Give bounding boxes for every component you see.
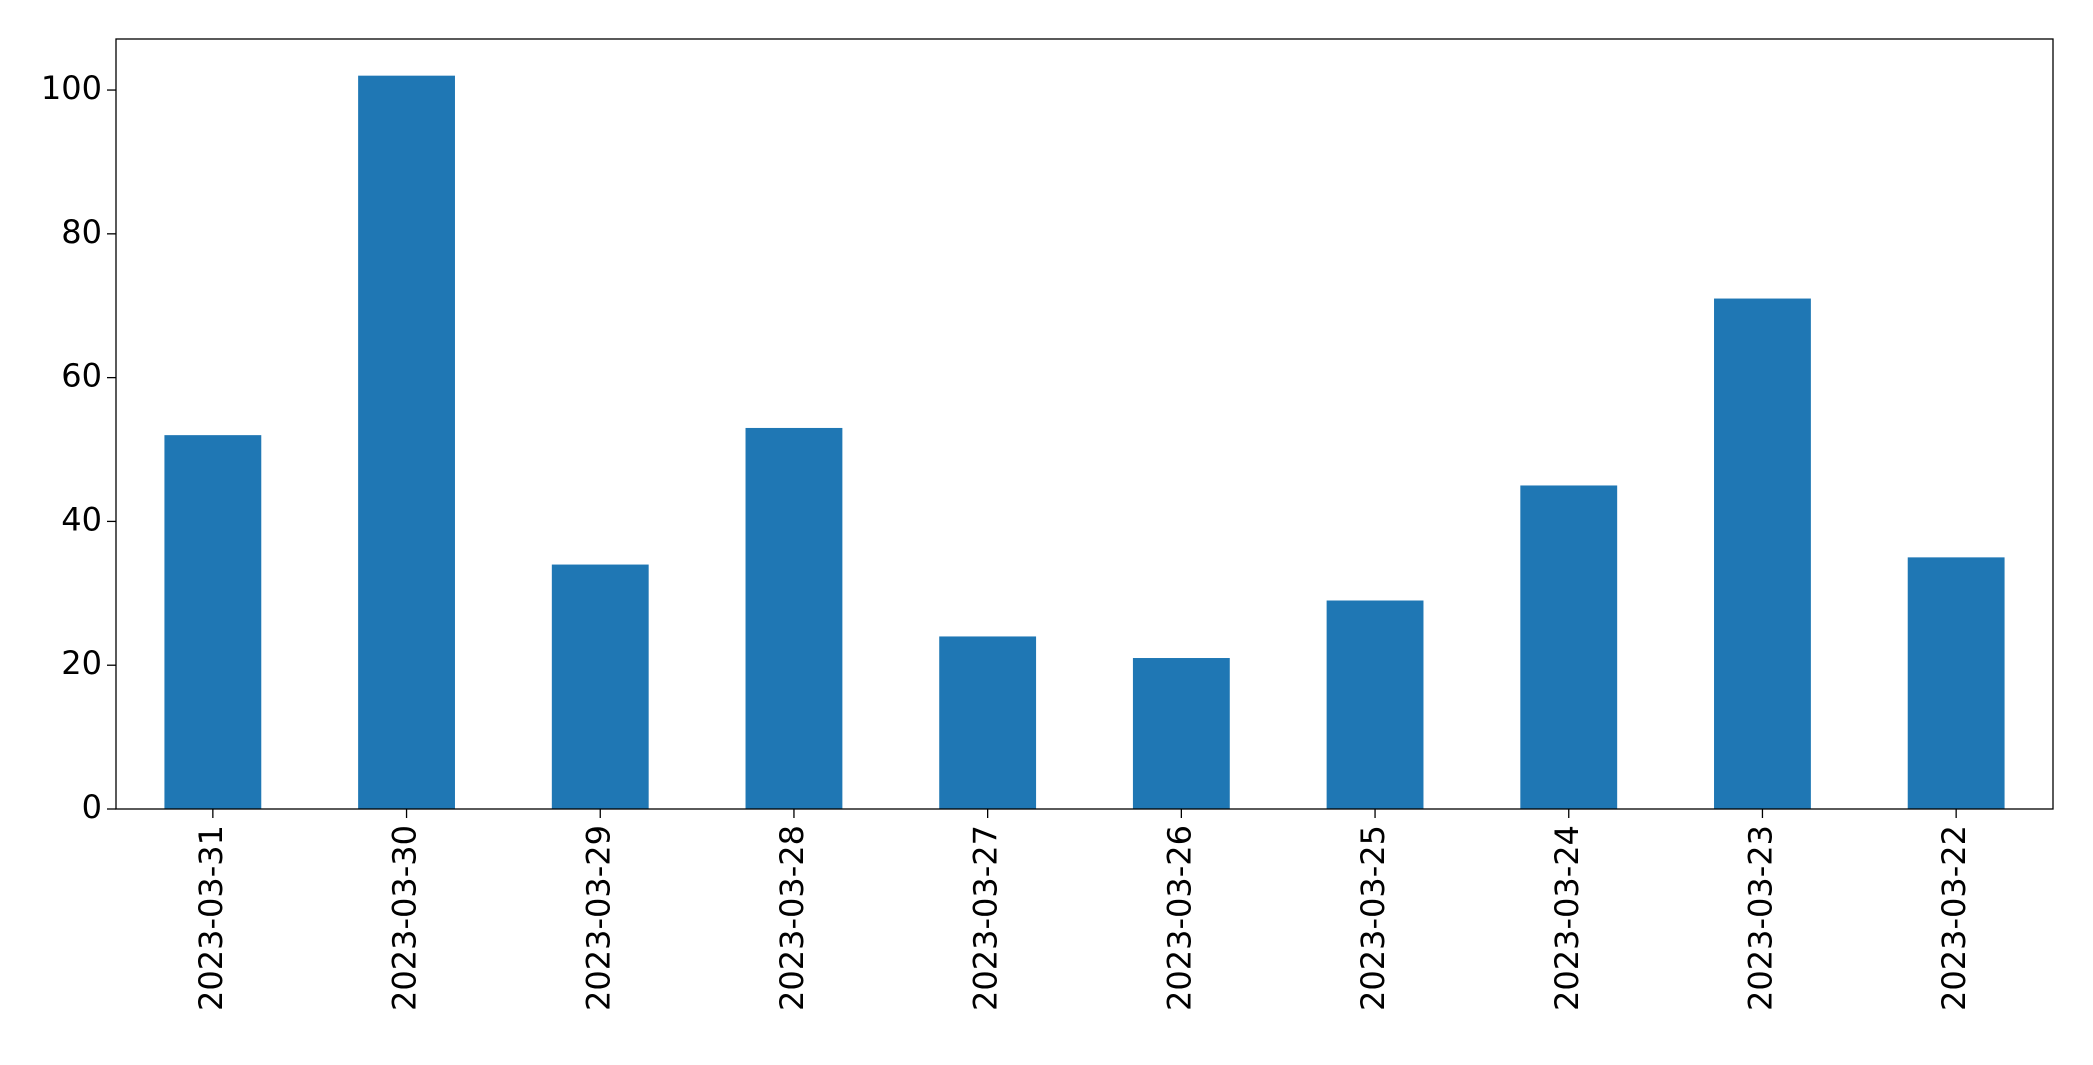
bar [939,636,1037,809]
x-tick-label: 2023-03-23 [1741,825,1779,1011]
bar [1907,557,2005,809]
x-tick-label: 2023-03-30 [386,825,424,1011]
x-tick-label: 2023-03-24 [1548,825,1586,1011]
x-tick-label: 2023-03-31 [192,825,230,1011]
y-tick-label: 20 [61,644,102,682]
y-tick-label: 0 [82,788,102,826]
x-tick-label: 2023-03-29 [579,825,617,1011]
y-tick-label: 80 [61,213,102,251]
bar [358,75,455,809]
y-tick-label: 40 [61,500,102,538]
x-tick-label: 2023-03-28 [773,825,811,1011]
bar [1714,298,1811,809]
bar [551,564,649,809]
bar [745,427,843,809]
bar [1132,658,1230,809]
bar [1520,485,1618,809]
axes-frame [115,38,2054,810]
y-tick-label: 60 [61,357,102,395]
x-tick-label: 2023-03-22 [1935,825,1973,1011]
x-tick-label: 2023-03-26 [1160,825,1198,1011]
plot-area [164,75,2005,809]
y-tick-label: 100 [41,69,102,107]
x-tick-label: 2023-03-25 [1354,825,1392,1011]
bar [164,435,262,809]
x-tick-label: 2023-03-27 [967,825,1005,1011]
bar [1326,600,1424,809]
